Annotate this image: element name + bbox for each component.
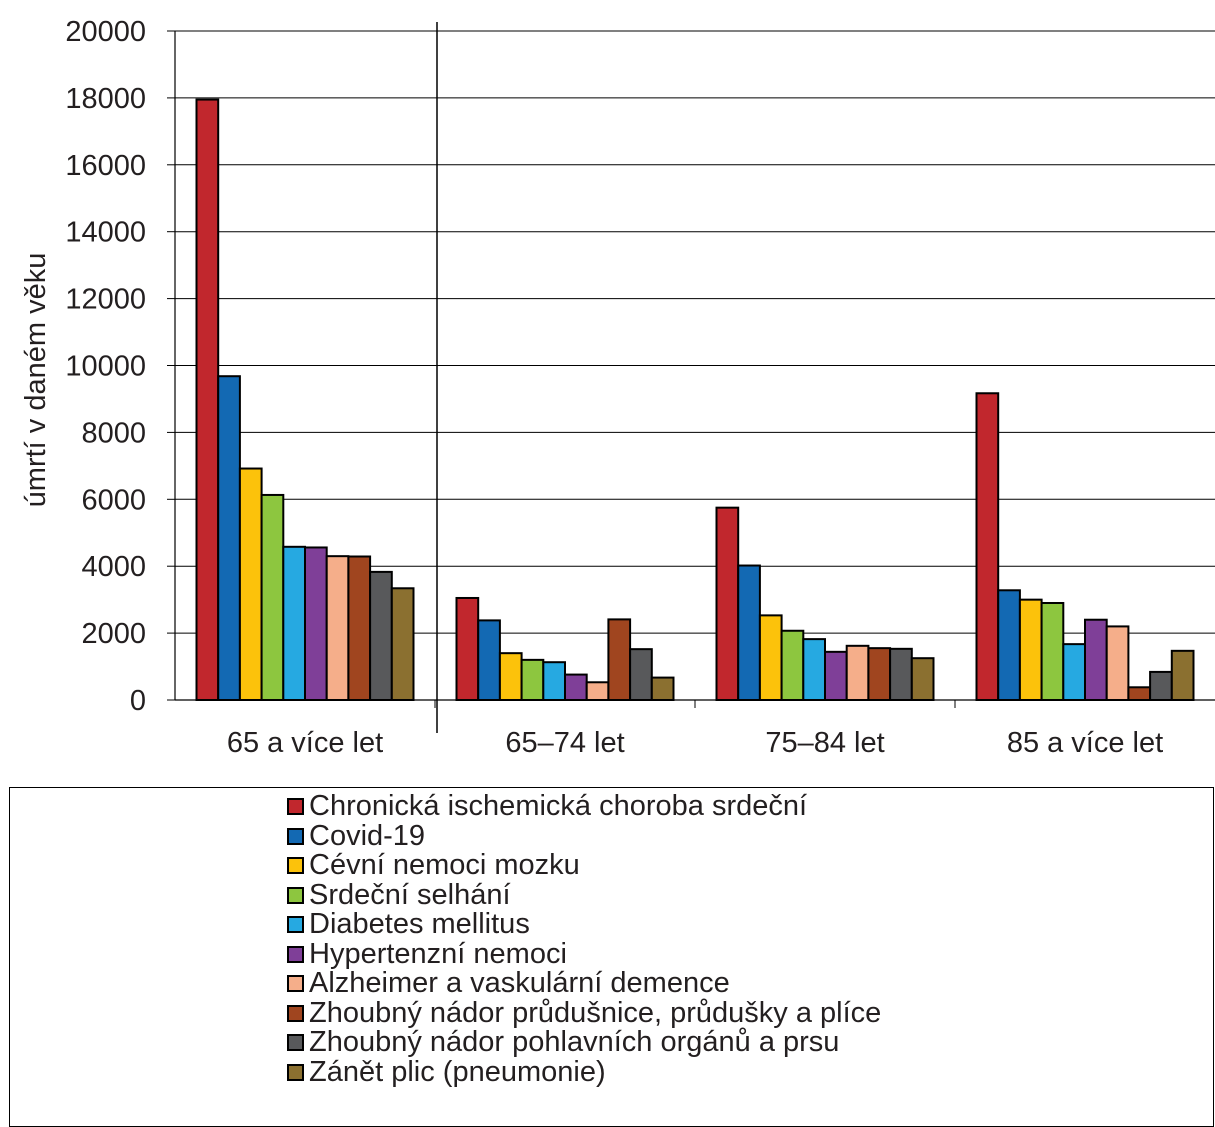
legend-label: Hypertenzní nemoci xyxy=(309,937,567,970)
y-tick-label: 10000 xyxy=(65,351,146,383)
legend-item: Diabetes mellitus xyxy=(287,910,881,940)
bar xyxy=(390,587,415,701)
bar xyxy=(1084,618,1108,701)
legend-label: Covid-19 xyxy=(309,819,426,852)
bar xyxy=(889,647,913,701)
bar xyxy=(1170,649,1195,701)
bar xyxy=(1149,670,1173,701)
bar xyxy=(737,564,761,701)
legend-item: Zhoubný nádor průdušnice, průdušky a plí… xyxy=(287,996,882,1029)
legend-item: Covid-19 xyxy=(287,819,881,852)
legend: Chronická ischemická choroba srdeční Covi… xyxy=(287,792,881,1087)
bar xyxy=(369,570,393,701)
bar xyxy=(347,555,372,702)
y-tick-label: 20000 xyxy=(65,16,146,48)
y-tick-label: 6000 xyxy=(81,484,146,516)
bars xyxy=(195,98,1195,702)
bar xyxy=(585,681,610,701)
legend-label: Srdeční selhání xyxy=(309,878,511,911)
y-tick-label: 4000 xyxy=(81,551,146,583)
bar xyxy=(997,589,1021,701)
bar-chart: 0 2000 4000 6000 8000 10000 12000 14000 16000 180… xyxy=(20,16,1215,759)
bar xyxy=(910,657,935,701)
legend-label: Diabetes mellitus xyxy=(309,908,530,941)
legend-swatch xyxy=(287,798,304,816)
bar xyxy=(802,638,826,701)
legend-item: Zhoubný nádor pohlavních orgánů a prsu xyxy=(287,1028,881,1058)
bar xyxy=(542,661,566,701)
bar xyxy=(564,673,588,702)
bar xyxy=(780,629,805,701)
legend-item: Hypertenzní nemoci xyxy=(287,937,881,970)
y-tick-labels: 0 2000 4000 6000 8000 10000 12000 14000 16000 180… xyxy=(65,16,146,717)
bar xyxy=(867,647,892,702)
legend-swatch xyxy=(287,827,304,845)
legend-swatch xyxy=(287,857,304,875)
y-tick-label: 16000 xyxy=(65,150,146,182)
bar xyxy=(1018,598,1043,702)
bar xyxy=(607,618,632,701)
x-tick-labels: 65 a více let 65–74 let 75–84 let 85 a více… xyxy=(227,727,1163,759)
bar xyxy=(650,676,675,702)
bar xyxy=(304,546,328,702)
bar xyxy=(1127,686,1152,702)
x-tick-label: 75–84 let xyxy=(765,727,884,759)
x-tick-label: 85 a více let xyxy=(1007,727,1163,759)
x-tick-label: 65–74 let xyxy=(505,727,624,759)
y-tick-label: 2000 xyxy=(81,618,146,650)
bar xyxy=(477,619,501,701)
legend-swatch xyxy=(287,945,304,963)
axes xyxy=(174,22,1215,733)
bar xyxy=(455,596,480,701)
bar xyxy=(282,545,306,702)
y-tick-label: 0 xyxy=(130,685,146,717)
legend-swatch xyxy=(287,916,304,934)
bar xyxy=(1105,625,1130,701)
legend-item: Zánět plic (pneumonie) xyxy=(287,1055,881,1088)
bar xyxy=(824,650,848,701)
legend-item: Chronická ischemická choroba srdeční xyxy=(287,792,881,822)
legend-swatch xyxy=(287,1004,304,1022)
legend-label: Zhoubný nádor průdušnice, průdušky a plí… xyxy=(309,996,882,1029)
bar xyxy=(238,467,263,701)
legend-swatch xyxy=(287,1034,304,1052)
y-tick-label: 12000 xyxy=(65,284,146,316)
y-tick-label: 14000 xyxy=(65,217,146,249)
bar xyxy=(1062,643,1087,701)
legend-label: Alzheimer a vaskulární demence xyxy=(309,967,730,1000)
legend-item: Alzheimer a vaskulární demence xyxy=(287,969,881,999)
bar xyxy=(498,652,523,701)
legend-item: Srdeční selhání xyxy=(287,878,881,911)
legend-item: Cévní nemoci mozku xyxy=(287,851,881,881)
bar xyxy=(715,506,740,701)
legend-label: Chronická ischemická choroba srdeční xyxy=(309,790,808,823)
y-tick-label: 8000 xyxy=(81,417,146,449)
bar xyxy=(975,392,1000,701)
legend-label: Cévní nemoci mozku xyxy=(309,849,580,882)
y-axis-title: úmrtí v daném věku xyxy=(20,253,52,508)
bar xyxy=(1040,601,1065,701)
bar xyxy=(195,98,220,701)
legend-swatch xyxy=(287,975,304,993)
bar xyxy=(629,648,653,702)
legend-swatch xyxy=(287,1063,304,1081)
bar xyxy=(520,658,545,701)
bar xyxy=(845,644,870,701)
legend-label: Zhoubný nádor pohlavních orgánů a prsu xyxy=(309,1026,840,1059)
x-tick-label: 65 a více let xyxy=(227,727,383,759)
legend-swatch xyxy=(287,886,304,904)
bar xyxy=(758,614,783,702)
legend-label: Zánět plic (pneumonie) xyxy=(309,1055,606,1088)
y-tick-label: 18000 xyxy=(65,83,146,115)
bar xyxy=(325,555,350,701)
bar xyxy=(217,375,241,701)
bar xyxy=(260,493,285,701)
